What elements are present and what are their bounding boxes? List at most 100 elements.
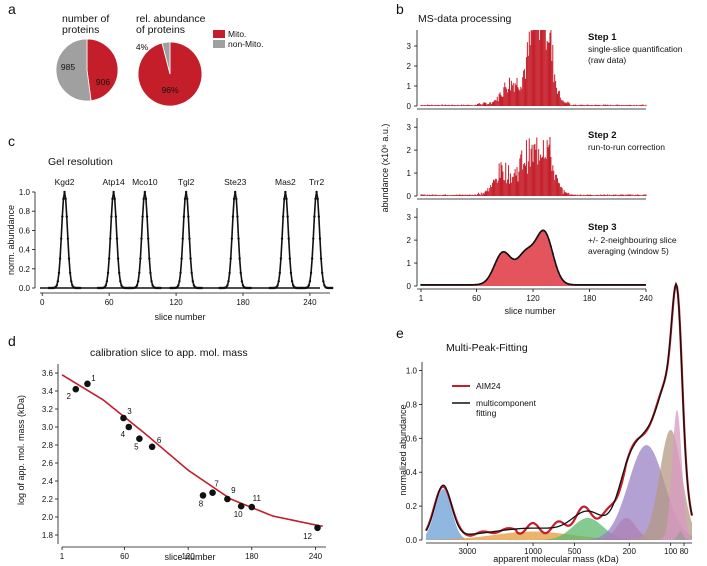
e-component-area (426, 445, 692, 540)
c-peak-point (59, 237, 63, 240)
e-xtick-label: 500 (568, 547, 582, 556)
pie-label-non-mito: 4% (136, 42, 149, 52)
calibration-chart: 1.8 2.0 2.2 2.4 2.6 2.8 3.0 3.2 3.4 3.6 1 60 120 180 2… (42, 364, 326, 561)
d-xtick-label: 1 (60, 552, 65, 561)
d-ytick-label: 2.6 (42, 459, 54, 468)
c-peak-point (186, 197, 189, 201)
c-xtick-label: 240 (303, 298, 317, 307)
b-smooth-point (425, 283, 428, 286)
b-smooth-point (619, 283, 622, 286)
c-xtick-label: 120 (169, 298, 183, 307)
c-peak-point (322, 280, 325, 283)
e-aim24-line (425, 281, 694, 537)
b-smooth-point (583, 283, 586, 286)
c-peak-point (291, 284, 295, 287)
b-smooth-point (612, 283, 614, 286)
c-peak-point (119, 280, 122, 283)
d-calibration-point (84, 380, 91, 388)
b-smooth-point (427, 283, 430, 286)
d-ytick-label: 3.4 (42, 387, 54, 396)
b-ytick-label: 3 (407, 42, 412, 51)
d-xtick-label: 120 (181, 552, 195, 561)
c-peak-point (323, 284, 326, 287)
b-xtick-label: 180 (583, 294, 597, 303)
c-peak-point (67, 257, 71, 260)
c-peak-point (286, 215, 289, 218)
d-xtick-label: 240 (309, 552, 323, 561)
b-smooth-point (536, 235, 539, 238)
b-smooth-point (529, 245, 532, 248)
d-point-label: 10 (234, 510, 243, 519)
c-peak-point (230, 237, 234, 240)
c-peak-line-kgd2 (48, 191, 81, 289)
d-point-label: 3 (127, 407, 132, 416)
d-point-label: 11 (253, 494, 262, 503)
c-peak-point (276, 284, 279, 287)
c-peak-point (287, 237, 290, 240)
b-smooth-point (615, 283, 618, 286)
b-smooth-point (572, 283, 575, 286)
b-smooth-point (604, 283, 607, 286)
c-peak-point (238, 257, 241, 260)
b-smooth-point (484, 280, 486, 283)
b-smooth-point (542, 229, 545, 232)
b-smooth-point (525, 248, 528, 250)
c-ytick-label: 0.0 (19, 284, 31, 293)
step3-desc-line1: +/- 2-neighbouring slice (588, 235, 677, 245)
c-peak-point (277, 280, 280, 283)
d-calibration-point (248, 503, 256, 511)
d-calibration-point (209, 489, 216, 497)
c-peak-point (104, 284, 108, 287)
c-peak-point (183, 197, 187, 201)
b-smooth-point (504, 251, 507, 254)
c-peak-point (235, 197, 238, 201)
c-peak-point (279, 257, 283, 260)
c-peak-point (149, 271, 152, 275)
c-peak-point (115, 237, 119, 240)
b-smooth-point (487, 275, 490, 278)
b-ytick-label: 3 (407, 213, 412, 222)
b-smooth-point (625, 283, 628, 286)
c-protein-label: Tgl2 (178, 177, 195, 187)
c-peak-point (233, 190, 237, 194)
c-peak-point (289, 271, 293, 275)
b-smooth-point (638, 283, 641, 286)
d-point-label: 6 (157, 436, 162, 445)
pie-slice-non-mito (55, 38, 92, 102)
pie-label-mito: 906 (96, 77, 110, 87)
c-peak-point (190, 271, 193, 275)
legend-non-mito-label: non-Mito. (228, 39, 263, 49)
c-peak-point (114, 215, 118, 218)
c-peak-point (117, 271, 121, 275)
c-peak-point (64, 197, 67, 201)
b-smooth-point (589, 283, 592, 286)
c-peak-point (140, 237, 143, 240)
b-smooth-point (551, 252, 554, 255)
b-smooth-point (423, 283, 426, 286)
step3-name: Step 3 (588, 222, 617, 233)
b-ytick-label: 2 (407, 236, 412, 245)
panel-c-title: Gel resolution (48, 156, 113, 168)
panel-b: b MS-data processing abundance (x10⁶ a.u… (380, 1, 683, 316)
b-smooth-point (467, 283, 469, 286)
c-peak-point (68, 271, 72, 275)
c-peak-point (107, 257, 111, 260)
pie1-title-line1: number of (62, 13, 109, 25)
c-peak-point (307, 284, 311, 287)
panel-e-title: Multi-Peak-Fitting (446, 342, 528, 354)
d-calibration-point (237, 502, 245, 510)
b-smooth-point (559, 275, 562, 278)
legend-non-mito-swatch (213, 40, 225, 48)
c-peak-point (331, 286, 334, 290)
step3-desc-line2: averaging (window 5) (588, 246, 669, 256)
c-peak-point (150, 280, 153, 283)
b-ytick-label: 2 (407, 62, 412, 71)
pie2-title-line1: rel. abundance (136, 13, 206, 25)
b-smooth-point (448, 283, 451, 286)
c-ytick-label: 0.2 (19, 265, 31, 274)
c-peak-point (312, 237, 315, 240)
c-peak-point (146, 237, 150, 240)
b-smooth-point (602, 283, 605, 286)
step2-name: Step 2 (588, 130, 617, 141)
b-smooth-point (495, 260, 498, 262)
